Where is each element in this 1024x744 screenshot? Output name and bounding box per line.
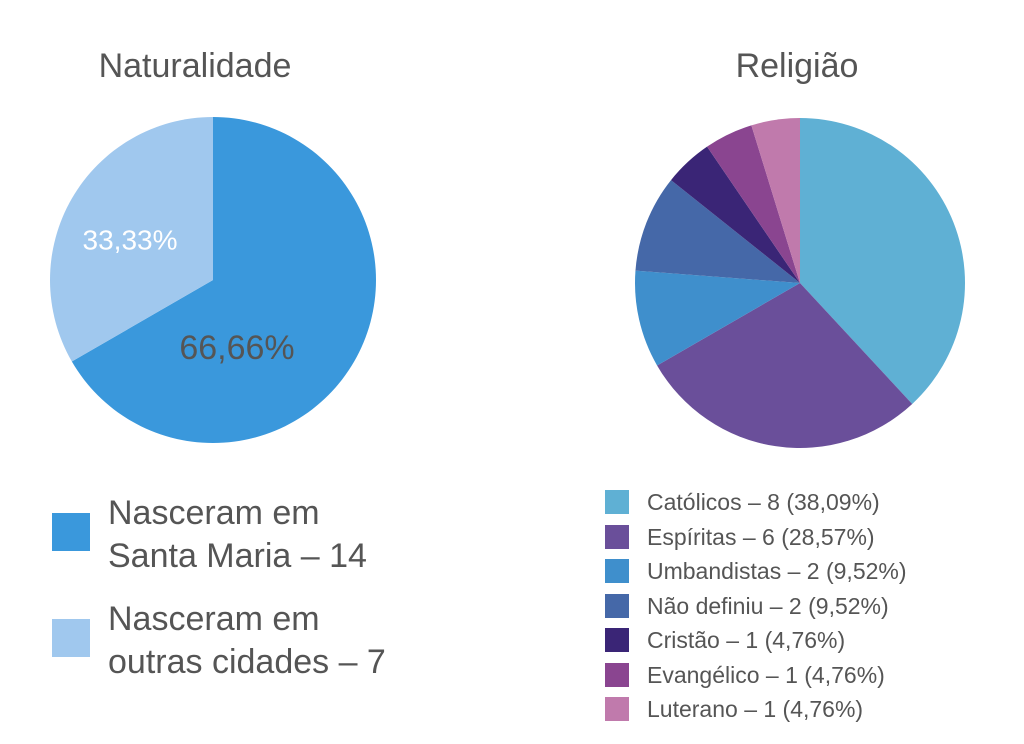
legend-label: Umbandistas – 2 (9,52%) — [647, 558, 907, 584]
legend-label: Espíritas – 6 (28,57%) — [647, 523, 875, 550]
pie-slice — [657, 283, 913, 449]
value-label: 33,33% — [83, 224, 178, 255]
legend-label: Não definiu – 2 (9,52%) — [647, 592, 889, 619]
legend-swatch — [605, 490, 629, 515]
pie-slice — [635, 180, 800, 283]
legend-swatch — [605, 524, 629, 549]
legend-label: Nasceram em outras cidades – 7 — [108, 600, 386, 681]
pie-slice — [707, 125, 800, 283]
pie-slice — [800, 118, 965, 404]
legend-label: Luterano – 1 (4,76%) — [647, 696, 864, 722]
chart-title: Religião — [736, 47, 859, 85]
legend-swatch — [52, 619, 90, 658]
value-label: 66,66% — [179, 329, 294, 367]
legend-label: Católicos – 8 (38,09%) — [647, 489, 880, 515]
legend-swatch — [605, 559, 629, 584]
pie-slice — [671, 146, 800, 283]
legend-swatch — [52, 513, 90, 552]
pie-slice — [71, 117, 376, 443]
legend-swatch — [605, 662, 629, 687]
legend-label: Evangélico – 1 (4,76%) — [647, 661, 885, 688]
pie-slice — [751, 118, 800, 283]
legend-label: Cristão – 1 (4,76%) — [647, 627, 846, 653]
legend-swatch — [605, 697, 629, 722]
chart-title: Naturalidade — [99, 47, 292, 85]
legend-swatch — [605, 628, 629, 653]
pie-slice — [49, 117, 213, 362]
legend-swatch — [605, 593, 629, 618]
pie-slice — [635, 270, 800, 366]
legend-label: Nasceram em Santa Maria – 14 — [108, 494, 367, 575]
